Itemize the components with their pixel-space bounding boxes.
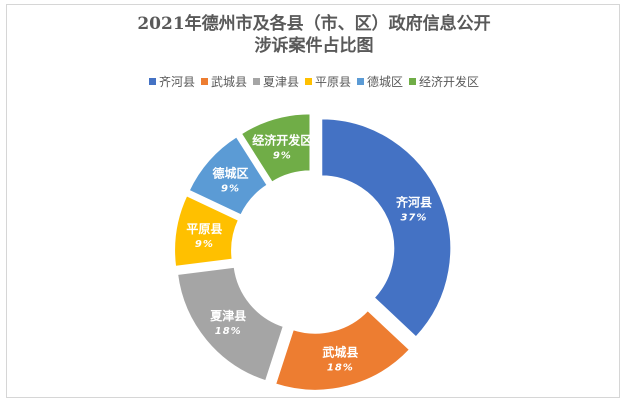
slice-value-label-1: 18%: [327, 363, 354, 374]
legend-label-1: 武城县: [210, 75, 247, 89]
slice-value-label-2: 18%: [215, 326, 242, 337]
donut-slice-4: [187, 134, 270, 217]
donut-chart: 齐河县 37% 武城县 18% 夏津县 18% 平原县 9% 德城区 9% 经济开发区 9%: [173, 112, 453, 392]
slice-value-label-3: 9%: [195, 239, 214, 250]
chart-legend: 齐河县 武城县 夏津县 平原县 德城区 经济开发区: [7, 73, 621, 90]
legend-item-5: 经济开发区: [409, 73, 479, 90]
legend-swatch-1: [200, 78, 208, 85]
donut-slice-1: [273, 308, 412, 392]
chart-title: 2021年德州市及各县（市、区）政府信息公开 涉诉案件占比图: [7, 13, 621, 57]
legend-swatch-0: [148, 78, 156, 85]
legend-item-1: 武城县: [200, 73, 247, 90]
legend-item-2: 夏津县: [252, 73, 299, 90]
legend-swatch-2: [252, 78, 260, 85]
chart-title-line-1: 2021年德州市及各县（市、区）政府信息公开: [137, 14, 491, 34]
chart-frame: 2021年德州市及各县（市、区）政府信息公开 涉诉案件占比图 齐河县 武城县 夏…: [6, 4, 620, 398]
donut-slice-0: [320, 117, 453, 339]
donut-slice-5: [239, 112, 312, 184]
legend-label-3: 平原县: [315, 75, 352, 89]
legend-swatch-3: [305, 78, 312, 85]
slice-name-label-1: 武城县: [322, 345, 358, 360]
legend-swatch-5: [409, 78, 417, 85]
donut-slice-3: [173, 193, 241, 269]
legend-item-0: 齐河县: [148, 73, 195, 90]
legend-label-2: 夏津县: [262, 75, 299, 89]
legend-label-5: 经济开发区: [419, 75, 480, 89]
slice-name-label-2: 夏津县: [210, 308, 246, 323]
legend-item-4: 德城区: [357, 73, 403, 90]
slice-name-label-0: 齐河县: [396, 194, 432, 209]
legend-swatch-4: [357, 78, 365, 85]
slice-value-label-4: 9%: [221, 183, 240, 194]
donut-slice-2: [175, 265, 286, 383]
slice-name-label-4: 德城区: [212, 165, 248, 180]
slice-value-label-5: 9%: [273, 150, 292, 161]
slice-name-label-5: 经济开发区: [252, 132, 312, 147]
legend-item-3: 平原县: [305, 73, 351, 90]
legend-label-4: 德城区: [367, 75, 404, 89]
chart-title-line-2: 涉诉案件占比图: [254, 36, 374, 56]
slice-value-label-0: 37%: [400, 212, 427, 223]
slice-name-label-3: 平原县: [186, 222, 222, 236]
legend-label-0: 齐河县: [158, 75, 195, 89]
